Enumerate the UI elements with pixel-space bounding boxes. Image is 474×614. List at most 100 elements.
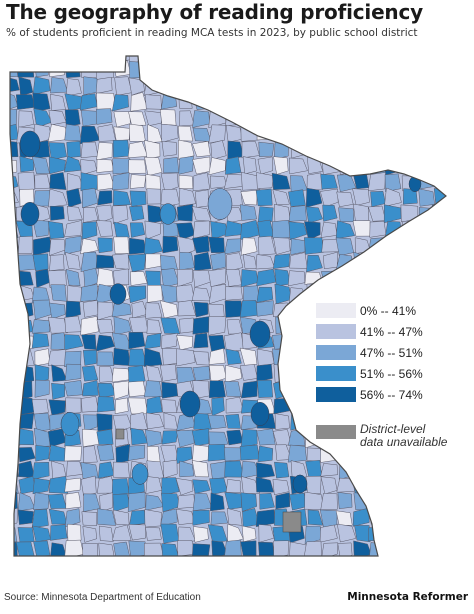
- district-cell: [207, 414, 227, 430]
- district-cell: [227, 558, 241, 573]
- district-cell: [432, 252, 446, 270]
- district-cell: [144, 509, 162, 528]
- district-cell: [368, 125, 388, 144]
- district-cell: [161, 61, 180, 81]
- district-cell: [208, 348, 226, 365]
- district-cell: [176, 429, 195, 448]
- district-cell: [384, 541, 403, 556]
- district-cell: [256, 363, 273, 383]
- district-cell: [128, 365, 146, 384]
- district-cell: [10, 430, 21, 446]
- district-cell: [10, 350, 19, 365]
- district-cell: [305, 206, 323, 224]
- district-cell: [370, 143, 386, 158]
- district-cell: [384, 220, 404, 239]
- district-cell: [227, 93, 243, 109]
- district-cell: [353, 77, 371, 94]
- district-cell: [83, 76, 99, 96]
- district-cell: [160, 508, 178, 527]
- district-cell: [256, 56, 273, 63]
- district-cell: [417, 476, 436, 495]
- district-cell: [80, 283, 98, 302]
- district-cell: [49, 302, 66, 320]
- district-cell: [352, 507, 370, 527]
- district-cell: [321, 542, 339, 556]
- district-cell: [336, 269, 357, 288]
- district-cell: [256, 172, 274, 189]
- district-highlight: [109, 283, 127, 305]
- district-cell: [143, 139, 161, 160]
- district-cell: [337, 62, 355, 79]
- district-cell: [18, 447, 36, 463]
- district-cell: [49, 254, 65, 272]
- district-cell: [225, 414, 241, 429]
- district-cell: [303, 540, 322, 556]
- district-cell: [338, 285, 355, 301]
- district-cell: [288, 124, 306, 143]
- district-cell: [160, 317, 181, 335]
- district-cell: [96, 62, 115, 80]
- district-cell: [49, 172, 67, 190]
- district-cell: [129, 190, 147, 207]
- district-cell: [258, 541, 275, 556]
- legend-item: 0% -- 41%: [316, 300, 447, 321]
- district-cell: [257, 445, 274, 463]
- district-highlight: [249, 320, 271, 348]
- district-cell: [338, 459, 354, 480]
- district-cell: [16, 56, 35, 63]
- district-cell: [256, 76, 276, 96]
- legend-label: 0% -- 41%: [360, 303, 417, 318]
- district-cell: [258, 141, 275, 157]
- district-cell: [448, 397, 465, 413]
- district-cell: [52, 556, 66, 574]
- district-cell: [191, 460, 209, 478]
- district-cell: [65, 300, 81, 320]
- district-cell: [322, 204, 338, 222]
- legend-unavailable-line2: data unavailable: [360, 435, 448, 449]
- district-cell: [288, 318, 307, 335]
- district-cell: [80, 316, 99, 336]
- district-cell: [96, 319, 114, 334]
- district-cell: [144, 94, 162, 110]
- district-cell: [448, 447, 466, 461]
- district-cell: [403, 460, 417, 480]
- district-cell: [387, 93, 402, 110]
- district-cell: [354, 525, 371, 543]
- district-cell: [10, 415, 19, 430]
- district-cell: [31, 332, 50, 349]
- district-cell: [160, 56, 178, 62]
- district-cell: [33, 557, 49, 573]
- district-cell: [32, 56, 50, 63]
- district-cell: [400, 60, 418, 78]
- district-cell: [33, 540, 51, 556]
- district-cell: [144, 220, 162, 240]
- district-cell: [241, 380, 258, 399]
- district-cell: [47, 56, 66, 63]
- district-cell: [240, 492, 258, 512]
- district-cell: [304, 491, 324, 510]
- district-cell: [353, 139, 371, 159]
- district-cell: [176, 56, 197, 65]
- district-cell: [451, 94, 465, 112]
- district-cell: [336, 477, 355, 493]
- district-cell: [432, 124, 446, 143]
- district-cell: [177, 494, 196, 509]
- district-cell: [290, 75, 308, 94]
- district-cell: [383, 508, 403, 528]
- district-cell: [450, 380, 466, 397]
- district-cell: [128, 77, 145, 96]
- district-cell: [80, 238, 99, 255]
- district-cell: [272, 479, 290, 496]
- district-cell: [400, 220, 418, 239]
- district-cell: [417, 158, 433, 174]
- district-cell: [386, 283, 401, 302]
- district-cell: [145, 174, 161, 191]
- district-cell: [64, 60, 81, 78]
- district-cell: [383, 526, 402, 544]
- district-cell: [288, 157, 308, 175]
- district-cell: [418, 460, 435, 478]
- district-cell: [351, 56, 371, 62]
- district-cell: [319, 188, 339, 208]
- district-cell: [176, 236, 196, 257]
- district-unavailable: [282, 511, 302, 533]
